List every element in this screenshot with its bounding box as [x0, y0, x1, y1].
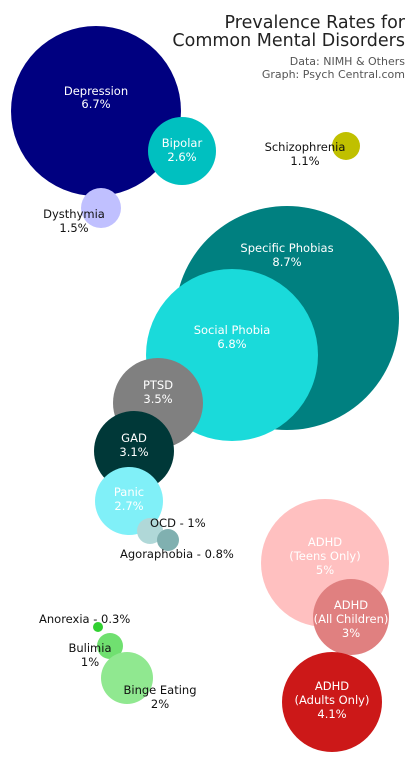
- bubble-binge-eating: [101, 652, 153, 704]
- label-binge-eating-0: Binge Eating: [123, 683, 196, 697]
- bubble-anorexia: [93, 622, 103, 632]
- label-adhd-all-children-2: 3%: [342, 626, 360, 640]
- label-adhd-teens-only-2: 5%: [316, 563, 334, 577]
- bubble-adhd-all-children: [313, 579, 389, 655]
- label-dysthymia-0: Dysthymia: [43, 207, 105, 221]
- label-bulimia-1: 1%: [81, 655, 99, 669]
- label-ocd-0: OCD - 1%: [150, 516, 206, 530]
- label-depression-1: 6.7%: [81, 97, 110, 111]
- label-specific-phobias-1: 8.7%: [272, 255, 301, 269]
- label-schizophrenia-1: 1.1%: [290, 154, 319, 168]
- label-social-phobia-0: Social Phobia: [194, 323, 271, 337]
- bubble-agoraphobia: [157, 529, 179, 551]
- label-ptsd-0: PTSD: [143, 378, 173, 392]
- label-panic-0: Panic: [114, 485, 144, 499]
- label-adhd-all-children-1: (All Children): [314, 612, 389, 626]
- label-adhd-adults-only-0: ADHD: [315, 679, 349, 693]
- bubble-adhd-adults-only: [282, 652, 382, 752]
- label-anorexia-0: Anorexia - 0.3%: [39, 612, 130, 626]
- chart-title-line-2: Common Mental Disorders: [172, 31, 405, 51]
- label-schizophrenia-0: Schizophrenia: [265, 140, 346, 154]
- label-adhd-adults-only-1: (Adults Only): [295, 693, 370, 707]
- label-adhd-all-children-0: ADHD: [334, 598, 368, 612]
- label-panic-1: 2.7%: [114, 499, 143, 513]
- label-social-phobia-1: 6.8%: [217, 337, 246, 351]
- label-specific-phobias-0: Specific Phobias: [240, 241, 333, 255]
- label-dysthymia-1: 1.5%: [59, 221, 88, 235]
- chart-title-line-1: Prevalence Rates for: [225, 13, 406, 33]
- label-agoraphobia-0: Agoraphobia - 0.8%: [120, 547, 234, 561]
- label-depression-0: Depression: [64, 84, 128, 98]
- bubble-bipolar: [148, 117, 216, 185]
- label-gad-0: GAD: [121, 431, 147, 445]
- graph-credit: Graph: Psych Central.com: [262, 68, 405, 81]
- bubble-schizophrenia: [332, 132, 360, 160]
- bubble-panic: [95, 467, 163, 535]
- label-bulimia-0: Bulimia: [68, 641, 111, 655]
- label-ptsd-1: 3.5%: [143, 392, 172, 406]
- label-adhd-adults-only-2: 4.1%: [317, 707, 346, 721]
- bubble-ocd: [137, 518, 163, 544]
- label-gad-1: 3.1%: [119, 445, 148, 459]
- label-binge-eating-1: 2%: [151, 697, 169, 711]
- bubbles-layer: [11, 26, 399, 752]
- label-adhd-teens-only-0: ADHD: [308, 535, 342, 549]
- label-bipolar-0: Bipolar: [162, 136, 203, 150]
- label-adhd-teens-only-1: (Teens Only): [289, 549, 360, 563]
- bubble-bulimia: [97, 633, 123, 659]
- data-source: Data: NIMH & Others: [290, 55, 406, 68]
- bubble-depression: [11, 26, 181, 196]
- label-bipolar-1: 2.6%: [167, 150, 196, 164]
- bubble-dysthymia: [81, 188, 121, 228]
